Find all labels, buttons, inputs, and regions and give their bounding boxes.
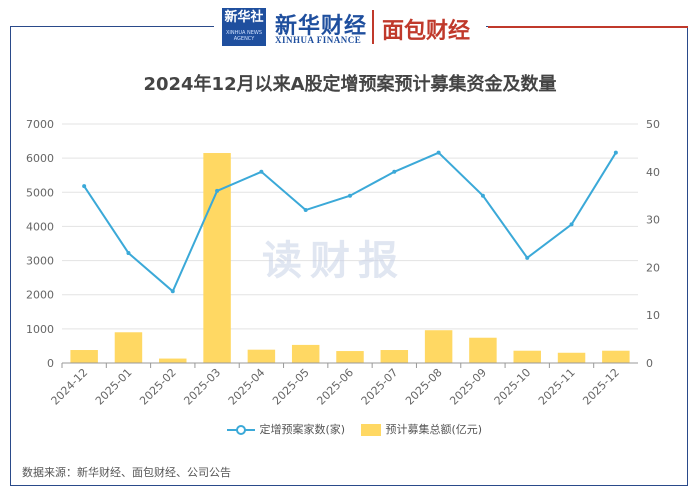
right-tick-label: 50 <box>646 118 660 131</box>
x-tick-label: 2025-02 <box>137 366 179 408</box>
x-tick-label: 2025-01 <box>93 366 135 408</box>
line-point-2025-10[interactable] <box>525 255 530 260</box>
brand-divider <box>372 10 374 44</box>
logo-sub-text: XINHUA NEWS AGENCY <box>225 30 263 42</box>
x-tick-label: 2025-10 <box>492 366 534 408</box>
line-layer <box>82 150 618 294</box>
bar-2025-09[interactable] <box>469 337 497 363</box>
bar-2025-11[interactable] <box>557 352 586 363</box>
x-tick-label: 2025-05 <box>270 366 312 408</box>
x-tick-label: 2025-04 <box>226 366 268 408</box>
bar-2025-02[interactable] <box>159 358 187 363</box>
left-tick-label: 4000 <box>26 220 54 233</box>
x-tick-label: 2024-12 <box>49 366 91 408</box>
logo-main-text: 新华社 <box>224 10 264 25</box>
brand-name-2: 面包财经 <box>382 19 471 44</box>
bar-2024-12[interactable] <box>70 350 98 363</box>
left-tick-label: 1000 <box>26 323 54 336</box>
line-point-2025-09[interactable] <box>480 193 485 198</box>
right-tick-label: 0 <box>646 357 653 370</box>
line-point-2025-11[interactable] <box>569 222 574 227</box>
right-tick-label: 20 <box>646 261 660 274</box>
legend-item-bar[interactable]: 预计募集总额(亿元) <box>360 421 482 439</box>
x-tick-label: 2025-07 <box>359 366 401 408</box>
legend-bar-icon <box>361 424 381 436</box>
line-point-2025-06[interactable] <box>348 193 352 198</box>
bar-2025-08[interactable] <box>424 330 453 363</box>
xinhua-logo: 新华社 <box>222 8 266 46</box>
line-point-2025-03[interactable] <box>215 188 220 193</box>
line-point-2025-01[interactable] <box>126 251 131 256</box>
x-tick-label: 2025-11 <box>536 366 578 408</box>
header: 新华社 XINHUA NEWS AGENCY 新华财经 XINHUA FINAN… <box>0 0 700 52</box>
legend: 定增预案家数(家) 预计募集总额(亿元) <box>0 421 700 441</box>
left-tick-label: 0 <box>47 357 54 370</box>
legend-bar-label: 预计募集总额(亿元) <box>385 423 483 436</box>
legend-line-label: 定增预案家数(家) <box>259 423 346 436</box>
bar-2025-04[interactable] <box>247 349 276 363</box>
x-tick-label: 2025-03 <box>182 366 224 408</box>
x-tick-label: 2025-09 <box>447 366 489 408</box>
bar-2025-12[interactable] <box>602 350 630 363</box>
right-tick-label: 10 <box>646 309 660 322</box>
watermark: 读财报 <box>262 238 406 284</box>
bar-2025-07[interactable] <box>380 350 409 363</box>
brand-name-cn: 新华财经 <box>275 13 368 39</box>
bar-2025-10[interactable] <box>513 350 541 363</box>
bar-2025-03[interactable] <box>203 153 231 363</box>
data-source: 数据来源：新华财经、面包财经、公司公告 <box>22 466 231 479</box>
right-tick-label: 30 <box>646 214 660 227</box>
line-point-2025-12[interactable] <box>613 150 618 155</box>
x-tick-label: 2025-06 <box>314 366 356 408</box>
line-point-2025-05[interactable] <box>303 208 308 213</box>
left-tick-label: 5000 <box>26 186 54 199</box>
left-tick-label: 7000 <box>26 118 54 131</box>
left-tick-label: 3000 <box>26 255 54 268</box>
line-point-2025-02[interactable] <box>170 289 175 294</box>
line-point-2024-12[interactable] <box>82 184 87 189</box>
bar-2025-06[interactable] <box>336 351 364 363</box>
bar-2025-05[interactable] <box>291 344 320 363</box>
x-tick-label: 2025-12 <box>580 366 622 408</box>
line-point-2025-04[interactable] <box>259 169 264 174</box>
line-point-2025-08[interactable] <box>436 150 441 155</box>
line-point-2025-07[interactable] <box>392 169 397 174</box>
chart-title: 2024年12月以来A股定增预案预计募集资金及数量 <box>143 74 557 95</box>
legend-line-icon <box>227 425 255 435</box>
left-tick-label: 6000 <box>26 152 54 165</box>
x-tick-label: 2025-08 <box>403 366 445 408</box>
bar-2025-01[interactable] <box>114 332 143 363</box>
grid-layer <box>62 123 638 364</box>
brand-name-en: XINHUA FINANCE <box>275 35 362 45</box>
legend-item-line[interactable]: 定增预案家数(家) <box>226 421 345 439</box>
right-tick-label: 40 <box>646 166 660 179</box>
frame-accent <box>488 26 688 28</box>
left-tick-label: 2000 <box>26 289 54 302</box>
